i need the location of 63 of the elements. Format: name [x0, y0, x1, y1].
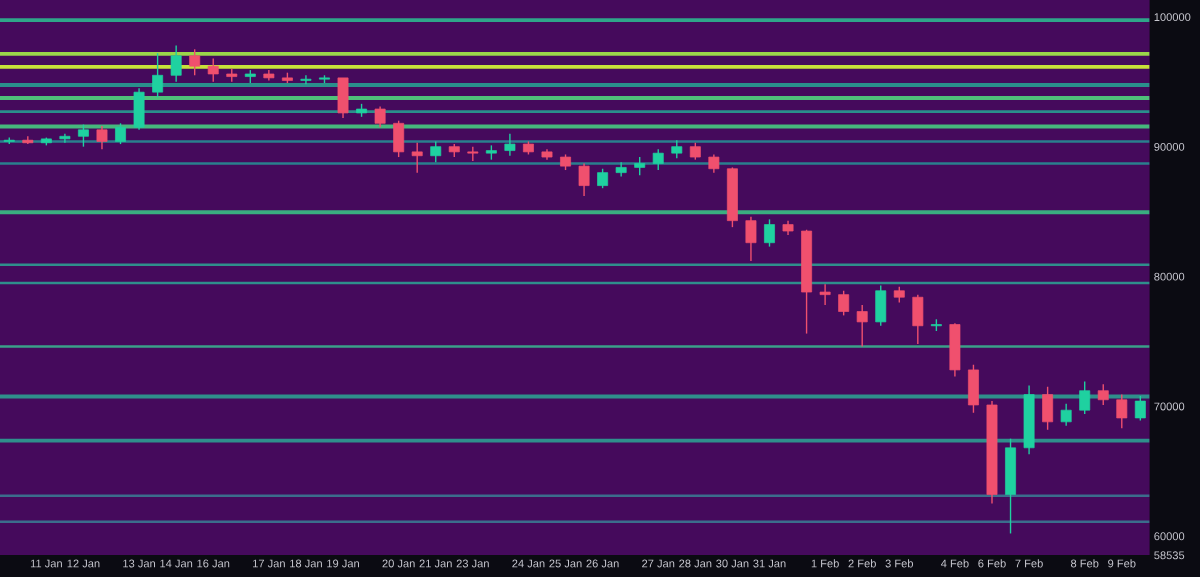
x-tick-label: 28 Jan [679, 559, 712, 568]
x-tick-label: 26 Jan [586, 559, 619, 568]
x-tick-label: 25 Jan [549, 559, 582, 568]
candlestick [634, 156, 646, 176]
x-tick-label: 3 Feb [885, 559, 914, 568]
x-tick-label: 18 Jan [290, 559, 322, 568]
candlestick [615, 161, 627, 178]
x-tick-label: 23 Jan [456, 559, 489, 568]
candlestick [764, 218, 775, 248]
candlestick [96, 125, 108, 150]
candlestick [430, 140, 442, 163]
x-tick-label: 6 Feb [978, 559, 1006, 568]
candlestick [708, 153, 720, 174]
candlestick [189, 48, 201, 76]
x-tick-label: 21 Jan [419, 559, 452, 568]
x-tick-label: 12 Jan [67, 559, 100, 568]
candlestick [170, 44, 182, 83]
x-tick-label: 9 Feb [1108, 559, 1136, 568]
x-tick-label: 8 Feb [1070, 559, 1099, 568]
candlestick [838, 290, 850, 317]
x-tick-label: 31 Jan [753, 559, 786, 568]
x-tick-label: 7 Feb [1015, 559, 1043, 568]
candlestick [1060, 402, 1072, 427]
x-tick-label: 14 Jan [160, 559, 193, 568]
x-tick-label: 13 Jan [123, 559, 156, 568]
candlestick [578, 162, 590, 197]
candlestick [152, 52, 164, 99]
candlestick [1079, 380, 1091, 415]
candlestick [856, 304, 868, 348]
y-tick-label: 58535 [1154, 551, 1185, 560]
candlestick [77, 123, 89, 148]
candlestick [1116, 393, 1128, 430]
candlestick [22, 135, 34, 145]
x-tick-label: 17 Jan [253, 559, 285, 568]
candlestick [1134, 395, 1146, 422]
candlestick [745, 216, 757, 262]
candlestick [300, 74, 312, 86]
x-tick-label: 2 Feb [848, 559, 876, 568]
x-tick-label: 30 Jan [716, 559, 749, 568]
x-tick-label: 1 Feb [811, 559, 839, 568]
y-tick-label: 60000 [1154, 532, 1185, 541]
x-tick-label: 19 Jan [327, 559, 359, 568]
x-tick-label: 27 Jan [642, 559, 675, 568]
x-tick-label: 16 Jan [197, 559, 230, 568]
candlestick [819, 283, 831, 306]
candlestick [504, 132, 516, 157]
candlestick [115, 122, 126, 145]
candlestick [652, 148, 664, 171]
candlestick [1097, 383, 1109, 406]
candlestick [597, 168, 609, 189]
y-tick-label: 80000 [1154, 272, 1185, 281]
y-tick-label: 90000 [1154, 142, 1185, 151]
x-tick-label: 24 Jan [512, 559, 545, 568]
candlestick [374, 105, 386, 128]
x-tick-label: 4 Feb [940, 559, 969, 568]
x-tick-label: 20 Jan [382, 559, 415, 568]
candlestick [207, 57, 219, 83]
x-tick-label: 11 Jan [30, 559, 62, 568]
candlestick [671, 139, 683, 160]
candlestick [411, 142, 423, 174]
y-tick-label: 100000 [1154, 13, 1191, 22]
y-tick-label: 70000 [1154, 402, 1185, 411]
candlestick [467, 145, 479, 162]
